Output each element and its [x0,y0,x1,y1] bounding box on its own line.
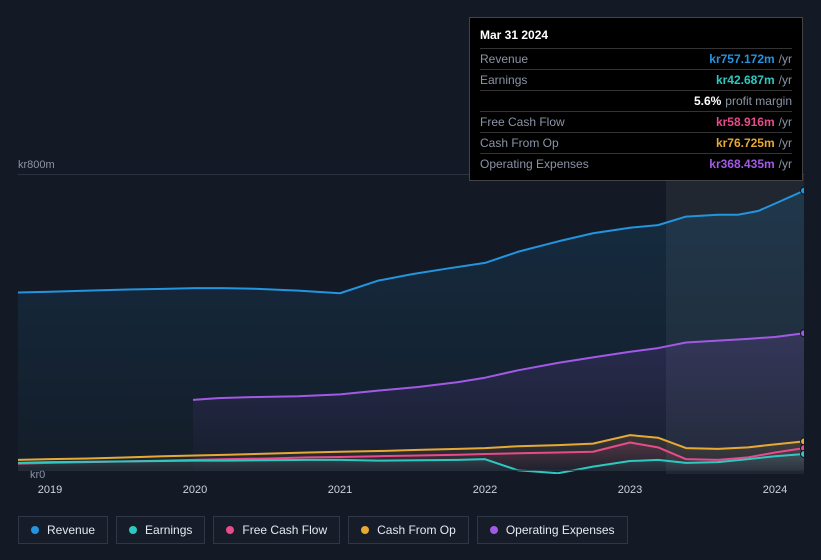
legend-label: Earnings [145,523,192,537]
tooltip-row-label: Revenue [480,52,528,66]
chart-svg[interactable] [18,174,804,474]
series-end-marker [801,330,805,337]
tooltip-row-value-wrap: 5.6% profit margin [694,94,792,108]
x-axis-tick: 2024 [763,484,787,496]
tooltip-row-suffix: /yr [779,157,792,171]
legend-dot-icon [31,526,39,534]
tooltip-row-suffix: /yr [779,115,792,129]
legend-item[interactable]: Revenue [18,516,108,544]
tooltip-row: Cash From Op kr76.725m/yr [480,132,792,153]
tooltip-date: Mar 31 2024 [480,24,792,48]
x-axis-tick: 2021 [328,484,352,496]
tooltip-row: Free Cash Flow kr58.916m/yr [480,111,792,132]
tooltip-row-label: Cash From Op [480,136,559,150]
x-axis-tick: 2019 [38,484,62,496]
x-axis: 2019 2020 2021 2022 2023 2024 [18,484,804,502]
legend-item[interactable]: Free Cash Flow [213,516,340,544]
legend-label: Free Cash Flow [242,523,327,537]
legend-label: Cash From Op [377,523,456,537]
legend-dot-icon [490,526,498,534]
tooltip-row-value-wrap: kr757.172m/yr [709,52,792,66]
x-axis-tick: 2023 [618,484,642,496]
tooltip-row-value: kr58.916m [716,115,775,129]
tooltip-row: Earnings kr42.687m/yr [480,69,792,90]
tooltip-row-suffix: /yr [779,73,792,87]
tooltip-row-label: Earnings [480,73,527,87]
legend-item[interactable]: Operating Expenses [477,516,628,544]
tooltip-row: 5.6% profit margin [480,90,792,111]
tooltip-row-value-wrap: kr42.687m/yr [716,73,792,87]
tooltip-row-suffix: profit margin [725,94,792,108]
tooltip-row-value: 5.6% [694,94,721,108]
legend-dot-icon [361,526,369,534]
chart-area: kr800m kr0 [18,160,804,480]
tooltip-row-value-wrap: kr368.435m/yr [709,157,792,171]
legend-dot-icon [129,526,137,534]
legend-item[interactable]: Cash From Op [348,516,469,544]
x-axis-tick: 2022 [473,484,497,496]
legend-dot-icon [226,526,234,534]
x-axis-tick: 2020 [183,484,207,496]
tooltip-row-value-wrap: kr76.725m/yr [716,136,792,150]
tooltip-row-value: kr368.435m [709,157,774,171]
tooltip-row-value: kr757.172m [709,52,774,66]
financial-chart-root: Mar 31 2024 Revenuekr757.172m/yrEarnings… [0,0,821,560]
chart-legend: Revenue Earnings Free Cash Flow Cash From O… [18,516,628,544]
tooltip-row-label: Operating Expenses [480,157,589,171]
series-end-marker [801,187,805,194]
tooltip-row-label: Free Cash Flow [480,115,565,129]
tooltip-row-value-wrap: kr58.916m/yr [716,115,792,129]
tooltip-row: Operating Expenses kr368.435m/yr [480,153,792,174]
tooltip-row-value: kr42.687m [716,73,775,87]
series-end-marker [801,438,805,445]
y-axis-label-top: kr800m [18,159,55,171]
tooltip-row-suffix: /yr [779,52,792,66]
legend-label: Revenue [47,523,95,537]
legend-label: Operating Expenses [506,523,615,537]
tooltip-rows: Revenue kr757.172m/yr Earnings kr42.687m/yr… [480,48,792,174]
tooltip-row: Revenue kr757.172m/yr [480,48,792,69]
tooltip-row-suffix: /yr [779,136,792,150]
tooltip-row-value: kr76.725m [716,136,775,150]
series-end-marker [801,451,805,458]
chart-tooltip: Mar 31 2024 Revenuekr757.172m/yrEarnings… [469,17,803,181]
legend-item[interactable]: Earnings [116,516,205,544]
